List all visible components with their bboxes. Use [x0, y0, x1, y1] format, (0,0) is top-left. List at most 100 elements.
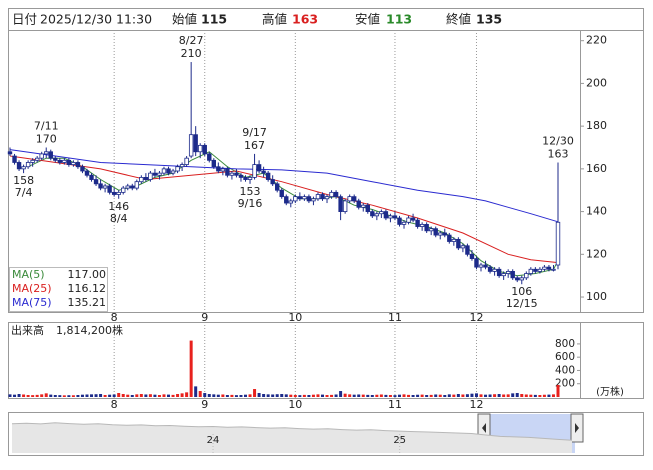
annotation-date: 7/4	[15, 186, 33, 199]
volume-bar	[176, 394, 180, 397]
y-tick-label: 400	[555, 364, 575, 376]
volume-bar	[542, 394, 546, 397]
annotation-value: 170	[36, 133, 57, 146]
candle-body	[21, 166, 26, 170]
volume-bar	[112, 394, 116, 397]
volume-bar	[393, 395, 397, 397]
volume-bar	[71, 395, 75, 397]
volume-bar	[31, 395, 35, 397]
candle-body	[12, 155, 17, 163]
volume-bar	[40, 394, 44, 397]
candle-body	[297, 196, 303, 200]
volume-bar	[357, 394, 361, 397]
volume-bar	[94, 394, 98, 397]
candle-body	[361, 204, 366, 208]
annotation-date: 9/17	[242, 126, 267, 139]
candle-body	[211, 159, 217, 168]
volume-bar	[62, 395, 66, 397]
candle-body	[329, 191, 334, 198]
annotation-date: 8/4	[110, 212, 128, 225]
candle-body	[410, 217, 416, 221]
volume-bar	[293, 395, 297, 397]
volume-bar	[284, 394, 288, 397]
candle-body	[401, 221, 407, 225]
volume-bar	[44, 393, 48, 397]
candle-body	[193, 134, 198, 153]
volume-bar	[289, 394, 293, 397]
volume-bar	[429, 394, 433, 397]
volume-bar	[556, 384, 560, 397]
candle-body	[243, 177, 248, 180]
candle-body	[238, 174, 244, 178]
candle-body	[161, 168, 167, 174]
candle-body	[16, 162, 22, 170]
legend-value: 116.12	[68, 282, 107, 295]
volume-bar	[366, 394, 370, 397]
candle-body	[424, 224, 429, 232]
candle-body	[537, 268, 543, 272]
candle-body	[392, 215, 398, 219]
annotation-date: 8/27	[179, 34, 204, 47]
legend-value: 117.00	[68, 268, 107, 281]
volume-bar	[262, 394, 266, 397]
legend-box	[9, 267, 108, 312]
candle-body	[478, 264, 484, 268]
volume-bar	[533, 394, 537, 397]
volume-bar	[316, 394, 320, 397]
volume-bar	[461, 394, 465, 397]
volume-bar	[511, 393, 515, 397]
candle-body	[397, 217, 402, 225]
candle-body	[315, 194, 321, 200]
x-tick-label: 12	[469, 398, 483, 411]
legend-name: MA(5)	[12, 268, 45, 281]
legend-name: MA(75)	[12, 296, 52, 309]
candle-body	[419, 224, 425, 227]
candle-body	[7, 151, 13, 155]
volume-bar	[456, 394, 460, 397]
y-tick-label: 800	[555, 338, 575, 350]
candle-body	[483, 264, 488, 268]
header-label: 日付	[12, 12, 37, 27]
candle-body	[198, 144, 203, 153]
volume-bar	[452, 394, 456, 397]
candle-body	[542, 266, 547, 270]
annotation-value: 106	[511, 285, 532, 298]
candle-body	[406, 217, 411, 223]
volume-bar	[103, 395, 107, 397]
candle-body	[143, 177, 149, 180]
candle-body	[379, 211, 384, 215]
volume-bar	[411, 395, 415, 397]
volume-bar	[488, 394, 492, 397]
candle-body	[107, 185, 112, 193]
candle-body	[546, 266, 552, 270]
candle-body	[524, 273, 529, 279]
candle-body	[487, 266, 493, 272]
candle-body	[71, 162, 76, 165]
volume-bar	[307, 395, 311, 397]
candle-body	[93, 179, 99, 185]
volume-bar	[502, 394, 506, 397]
volume-unit: (万株)	[596, 385, 624, 398]
candle-body	[98, 183, 103, 189]
volume-bar	[244, 394, 248, 397]
volume-bar	[497, 394, 501, 397]
volume-bar	[162, 394, 166, 397]
candle-body	[102, 185, 108, 189]
volume-bar	[438, 394, 442, 397]
volume-bar	[479, 394, 483, 397]
volume-bar	[352, 394, 356, 397]
volume-bar	[85, 394, 89, 397]
y-tick-label: 100	[586, 290, 607, 303]
x-tick-label: 8	[111, 311, 118, 324]
volume-bar	[465, 394, 469, 397]
x-tick-label: 12	[469, 311, 483, 324]
candle-body	[34, 157, 40, 161]
candle-body	[121, 187, 126, 193]
candle-body	[152, 172, 158, 176]
volume-bar	[194, 386, 198, 397]
candle-body	[62, 159, 67, 163]
candle-body	[465, 245, 470, 255]
candle-body	[306, 196, 312, 202]
candle-body	[555, 221, 561, 266]
candle-body	[220, 168, 226, 172]
